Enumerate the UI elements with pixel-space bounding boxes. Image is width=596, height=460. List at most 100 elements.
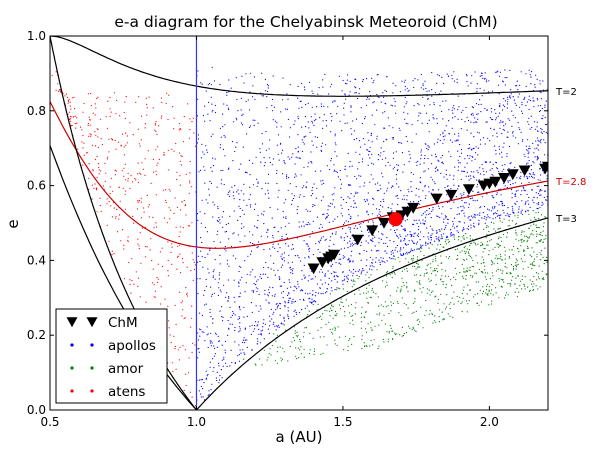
curve-labels-layer: T=2T=2.8T=3 <box>555 87 586 225</box>
aten-point <box>160 97 162 99</box>
amor-point <box>383 341 385 343</box>
apollo-point <box>277 324 280 326</box>
apollo-point <box>485 81 488 83</box>
apollo-point <box>511 192 513 194</box>
apollo-point <box>254 321 257 323</box>
apollo-point <box>264 90 267 92</box>
aten-point <box>94 183 96 185</box>
apollo-point <box>509 95 511 97</box>
apollo-point <box>396 234 398 236</box>
apollo-point <box>503 129 505 131</box>
apollo-point <box>364 116 366 118</box>
apollo-point <box>380 147 382 149</box>
apollo-point <box>284 302 286 304</box>
aten-point <box>192 117 194 119</box>
apollo-point <box>274 295 276 297</box>
apollo-point <box>282 297 284 299</box>
amor-point <box>521 238 523 240</box>
apollo-point <box>252 330 254 332</box>
aten-point <box>97 96 99 98</box>
apollo-point <box>458 220 460 223</box>
apollo-point <box>393 241 395 243</box>
apollo-point <box>463 191 465 193</box>
aten-point <box>101 144 103 146</box>
amor-point <box>300 346 302 348</box>
aten-point <box>82 147 84 149</box>
amor-point <box>419 321 421 323</box>
chart-title: e-a diagram for the Chelyabinsk Meteoroi… <box>114 13 497 31</box>
apollo-point <box>483 78 486 80</box>
amor-point <box>438 321 441 323</box>
amor-point <box>480 245 482 247</box>
apollo-point <box>367 192 369 194</box>
aten-point <box>140 217 143 219</box>
apollo-point <box>500 200 502 203</box>
amor-point <box>411 328 413 330</box>
amor-point <box>335 315 337 317</box>
amor-point <box>503 281 505 283</box>
apollo-point <box>489 169 491 171</box>
apollo-point <box>335 170 337 173</box>
apollo-point <box>249 194 251 196</box>
aten-point <box>167 270 169 272</box>
apollo-point <box>272 235 274 237</box>
apollo-point <box>297 255 299 257</box>
aten-point <box>107 156 109 158</box>
apollo-point <box>450 188 452 190</box>
apollo-point <box>453 108 455 110</box>
apollo-point <box>484 72 486 74</box>
apollo-point <box>213 367 215 369</box>
aten-point <box>185 214 187 216</box>
aten-point <box>139 145 141 147</box>
apollo-point <box>356 97 359 100</box>
apollo-point <box>309 131 311 134</box>
amor-point <box>503 297 505 299</box>
apollo-point <box>238 205 240 207</box>
apollo-point <box>205 90 207 92</box>
apollo-point <box>396 229 398 231</box>
aten-point <box>114 139 116 142</box>
apollo-point <box>293 285 295 287</box>
apollo-point <box>546 175 548 177</box>
apollo-point <box>303 86 306 88</box>
apollo-point <box>499 148 501 150</box>
apollo-point <box>284 306 286 308</box>
amor-point <box>399 261 401 263</box>
apollo-point <box>226 92 228 94</box>
amor-point <box>435 258 437 260</box>
apollo-point <box>315 243 317 245</box>
apollo-point <box>227 300 229 302</box>
amor-point <box>450 279 452 281</box>
apollo-point <box>246 133 248 135</box>
amor-point <box>487 226 489 228</box>
amor-point <box>268 353 270 355</box>
apollo-point <box>356 274 358 277</box>
apollo-point <box>384 127 386 129</box>
apollo-point <box>486 121 488 123</box>
apollo-point <box>353 244 355 246</box>
apollo-point <box>344 82 347 84</box>
apollo-point <box>279 314 281 316</box>
apollo-point <box>287 310 289 312</box>
apollo-point <box>202 266 204 268</box>
apollo-point <box>373 234 375 236</box>
apollo-point <box>499 105 501 107</box>
apollo-point <box>471 75 473 77</box>
apollo-point <box>434 153 437 155</box>
apollo-point <box>419 163 421 165</box>
amor-point <box>466 258 468 260</box>
amor-point <box>530 225 532 227</box>
apollo-point <box>536 78 538 80</box>
apollo-point <box>322 179 324 181</box>
apollo-point <box>440 90 442 92</box>
aten-point <box>105 116 107 118</box>
amor-point <box>544 216 546 218</box>
apollo-point <box>418 188 420 190</box>
amor-point <box>409 251 411 253</box>
apollo-point <box>509 213 511 216</box>
apollo-point <box>348 226 350 228</box>
apollo-point <box>290 268 292 271</box>
apollo-point <box>514 85 517 87</box>
apollo-point <box>278 159 280 161</box>
aten-point <box>181 155 183 158</box>
